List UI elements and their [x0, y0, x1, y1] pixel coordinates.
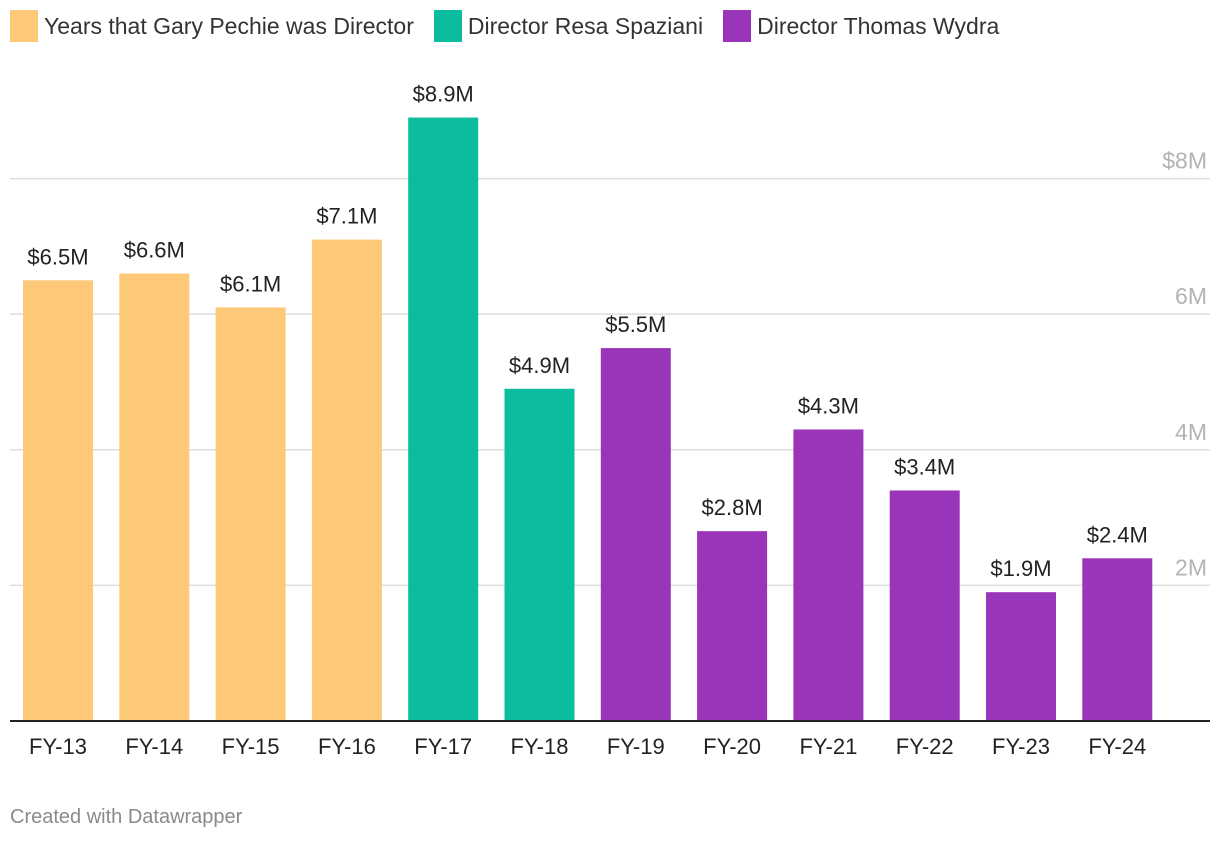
bar-value-label: $2.8M — [702, 495, 763, 520]
bar — [311, 239, 382, 721]
bar — [986, 592, 1056, 721]
bar-value-label: $2.4M — [1087, 522, 1148, 547]
bar — [408, 117, 479, 722]
bar — [697, 531, 768, 721]
legend-label: Years that Gary Pechie was Director — [44, 12, 414, 39]
legend-swatch — [10, 10, 38, 42]
legend-item: Director Resa Spaziani — [433, 10, 704, 42]
x-tick-label: FY-18 — [511, 734, 569, 759]
y-tick-label: 2M — [1175, 554, 1207, 580]
bar — [600, 348, 671, 721]
x-tick-label: FY-19 — [607, 734, 665, 759]
bar — [793, 429, 864, 721]
bar-value-label: $4.3M — [798, 393, 859, 418]
x-tick-label: FY-15 — [222, 734, 280, 759]
x-tick-label: FY-24 — [1088, 734, 1146, 759]
bar — [215, 307, 286, 721]
legend-label: Director Thomas Wydra — [757, 12, 1000, 39]
bar — [23, 280, 93, 721]
credit-text: Created with Datawrapper — [10, 806, 243, 828]
bar — [889, 490, 960, 721]
y-tick-label: 4M — [1175, 419, 1207, 445]
x-tick-label: FY-14 — [125, 734, 183, 759]
y-tick-label: $8M — [1162, 148, 1207, 174]
bar-value-label: $6.6M — [124, 238, 185, 263]
x-tick-label: FY-20 — [703, 734, 761, 759]
legend: Years that Gary Pechie was Director Direc… — [10, 10, 999, 42]
x-tick-label: FY-13 — [29, 734, 87, 759]
bar-value-label: $5.5M — [605, 312, 666, 337]
x-tick-label: FY-17 — [414, 734, 472, 759]
bar — [1082, 558, 1153, 721]
legend-swatch — [433, 10, 462, 42]
x-tick-label: FY-22 — [896, 734, 954, 759]
bar-value-label: $6.5M — [27, 244, 88, 269]
x-tick-label: FY-21 — [799, 734, 857, 759]
x-tick-label: FY-23 — [992, 734, 1050, 759]
bar-value-label: $8.9M — [413, 82, 474, 107]
legend-swatch — [723, 10, 752, 42]
legend-label: Director Resa Spaziani — [467, 12, 704, 39]
bar — [504, 388, 575, 721]
bar — [119, 273, 190, 721]
x-tick-label: FY-16 — [318, 734, 376, 759]
bar-value-label: $4.9M — [509, 353, 570, 378]
y-tick-label: 6M — [1175, 283, 1207, 309]
legend-item: Years that Gary Pechie was Director — [10, 10, 414, 42]
bar-value-label: $1.9M — [990, 556, 1051, 581]
legend-item: Director Thomas Wydra — [723, 10, 999, 42]
bar-value-label: $7.1M — [316, 204, 377, 229]
bar-value-label: $6.1M — [220, 271, 281, 296]
bar-value-label: $3.4M — [894, 454, 955, 479]
